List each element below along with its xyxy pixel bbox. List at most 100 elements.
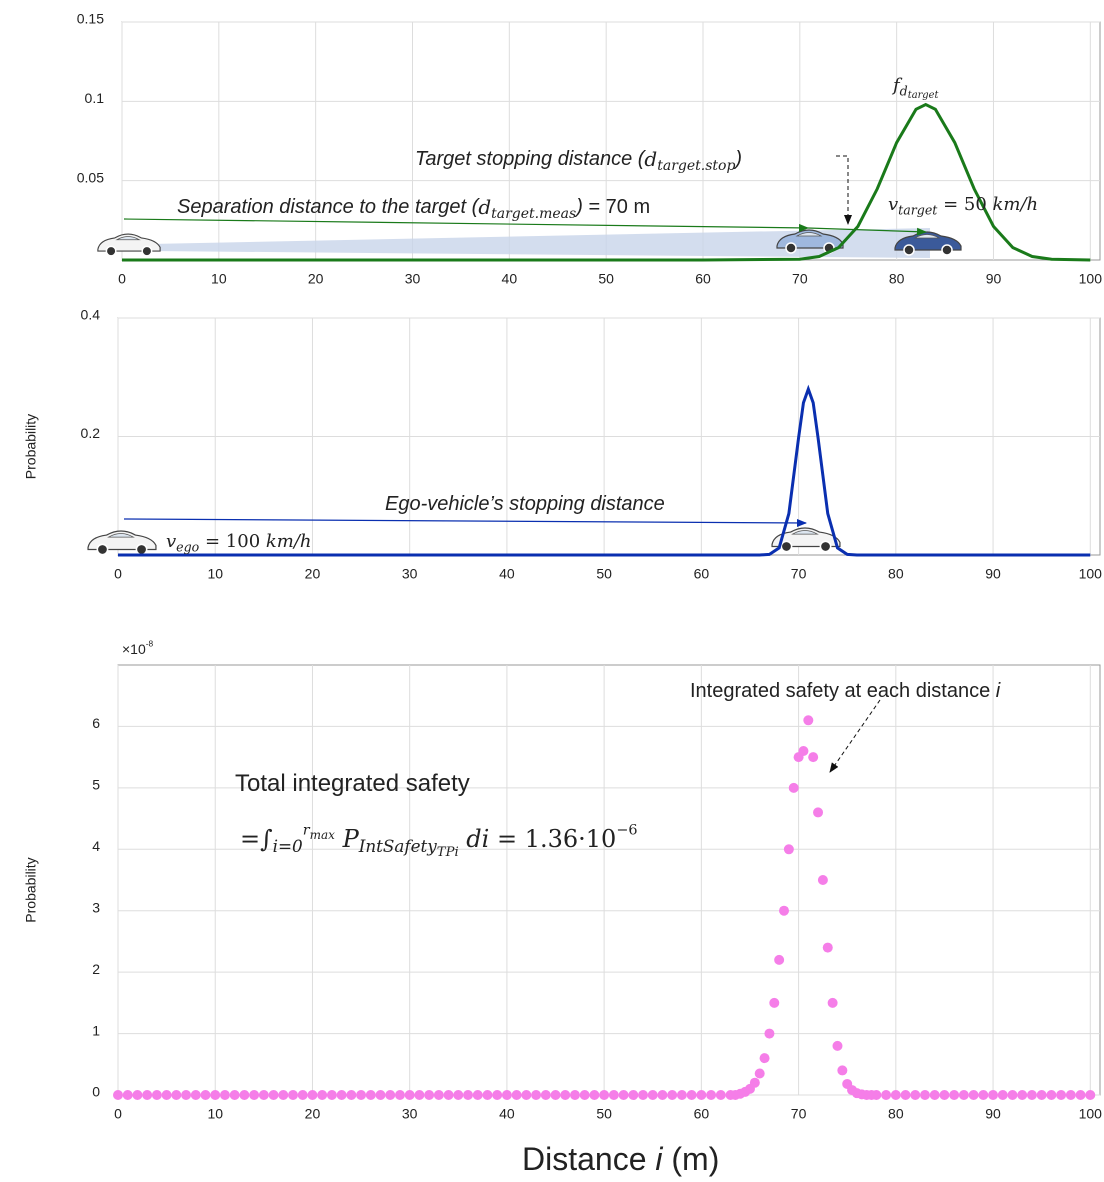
point (229, 1090, 240, 1100)
point (297, 1090, 308, 1100)
annotation: vego = 100 km/h (166, 531, 312, 554)
point (968, 1090, 979, 1100)
point (501, 1090, 512, 1100)
axis-multiplier: ×10-8 (122, 639, 154, 657)
point (1075, 1090, 1086, 1100)
point (531, 1090, 542, 1100)
point (268, 1090, 279, 1100)
text-part: -8 (146, 639, 154, 649)
point (404, 1090, 415, 1100)
y-tick-label: 0.05 (77, 169, 104, 185)
x-tick-label: 80 (888, 1106, 904, 1122)
x-tick-label: 90 (985, 566, 1001, 582)
x-tick-label: 40 (499, 566, 515, 582)
x-tick-label: 70 (791, 1106, 807, 1122)
text-part: ) (574, 196, 583, 218)
point (686, 1090, 697, 1100)
y-axis-label: Probability (23, 414, 39, 479)
point (1065, 1090, 1076, 1100)
x-tick-label: 80 (888, 566, 904, 582)
point (161, 1090, 172, 1100)
text-part: = 1.36·10 (489, 825, 616, 853)
x-tick-label: 0 (114, 1106, 122, 1122)
x-tick-label: 30 (402, 566, 418, 582)
plot-area (117, 664, 1101, 1096)
text-part: Total integrated safety (235, 770, 470, 797)
x-tick-label: 50 (598, 271, 614, 287)
text-part: P (335, 825, 360, 853)
text-part: km/h (266, 531, 312, 552)
point (749, 1077, 760, 1088)
point (1036, 1090, 1047, 1100)
car-icon (776, 229, 844, 254)
point (307, 1090, 318, 1100)
point (142, 1090, 153, 1100)
car-wheel (780, 540, 793, 553)
point (929, 1090, 940, 1100)
y-tick-label: 2 (92, 961, 100, 977)
dashed-arrow (829, 699, 881, 773)
point (827, 997, 838, 1008)
point (618, 1090, 629, 1100)
point (676, 1090, 687, 1100)
point (560, 1090, 571, 1100)
point (997, 1090, 1008, 1100)
x-tick-label: 60 (695, 271, 711, 287)
text-part: target (898, 202, 938, 217)
text-part: Integrated safety at each distance (690, 680, 996, 702)
y-tick-label: 0.1 (85, 90, 105, 106)
text-part: Ego-vehicle’s stopping distance (385, 493, 665, 515)
car-wheel (141, 245, 153, 257)
point (832, 1040, 843, 1051)
x-tick-label: 60 (694, 566, 710, 582)
point (492, 1090, 503, 1100)
text-part: −6 (616, 822, 637, 838)
car-icon (771, 527, 841, 553)
text-part: ∫ (260, 825, 273, 853)
text-part: d (644, 147, 657, 171)
annotation: Target stopping distance (dtarget.stop) (415, 147, 742, 175)
text-part: r (303, 822, 311, 838)
text-part: di (459, 825, 490, 853)
point (365, 1090, 376, 1100)
y-axis-label: Probability (23, 857, 39, 922)
point (608, 1090, 619, 1100)
point (463, 1090, 474, 1100)
text-part: ×10 (122, 641, 146, 657)
car-wheel (135, 543, 148, 556)
y-tick-label: 0.4 (81, 307, 101, 323)
point (336, 1090, 347, 1100)
point (803, 715, 814, 726)
point (482, 1090, 493, 1100)
text-part: target.meas (491, 206, 576, 222)
point (181, 1090, 192, 1100)
x-axis-label: Distance i (m) (522, 1141, 719, 1177)
point (958, 1090, 969, 1100)
point (122, 1090, 133, 1100)
text-part: ego (176, 539, 200, 554)
annotation: Ego-vehicle’s stopping distance (385, 493, 665, 515)
line (122, 102, 1091, 262)
x-tick-label: 100 (1079, 1106, 1103, 1122)
point (788, 782, 799, 793)
point (939, 1090, 950, 1100)
point (871, 1090, 882, 1100)
x-tick-label: 30 (405, 271, 421, 287)
x-tick-label: 10 (211, 271, 227, 287)
x-tick-label: 10 (207, 566, 223, 582)
point (511, 1090, 522, 1100)
point (200, 1090, 211, 1100)
point (657, 1090, 668, 1100)
point (219, 1090, 230, 1100)
car-icon (97, 233, 161, 257)
point (900, 1090, 911, 1100)
text-part: d (900, 83, 908, 98)
point (258, 1090, 269, 1100)
point (837, 1065, 848, 1076)
point (696, 1090, 707, 1100)
y-tick-label: 4 (92, 838, 100, 854)
car-window (791, 530, 819, 535)
car-window (107, 533, 135, 538)
x-tick-label: 10 (207, 1106, 223, 1122)
